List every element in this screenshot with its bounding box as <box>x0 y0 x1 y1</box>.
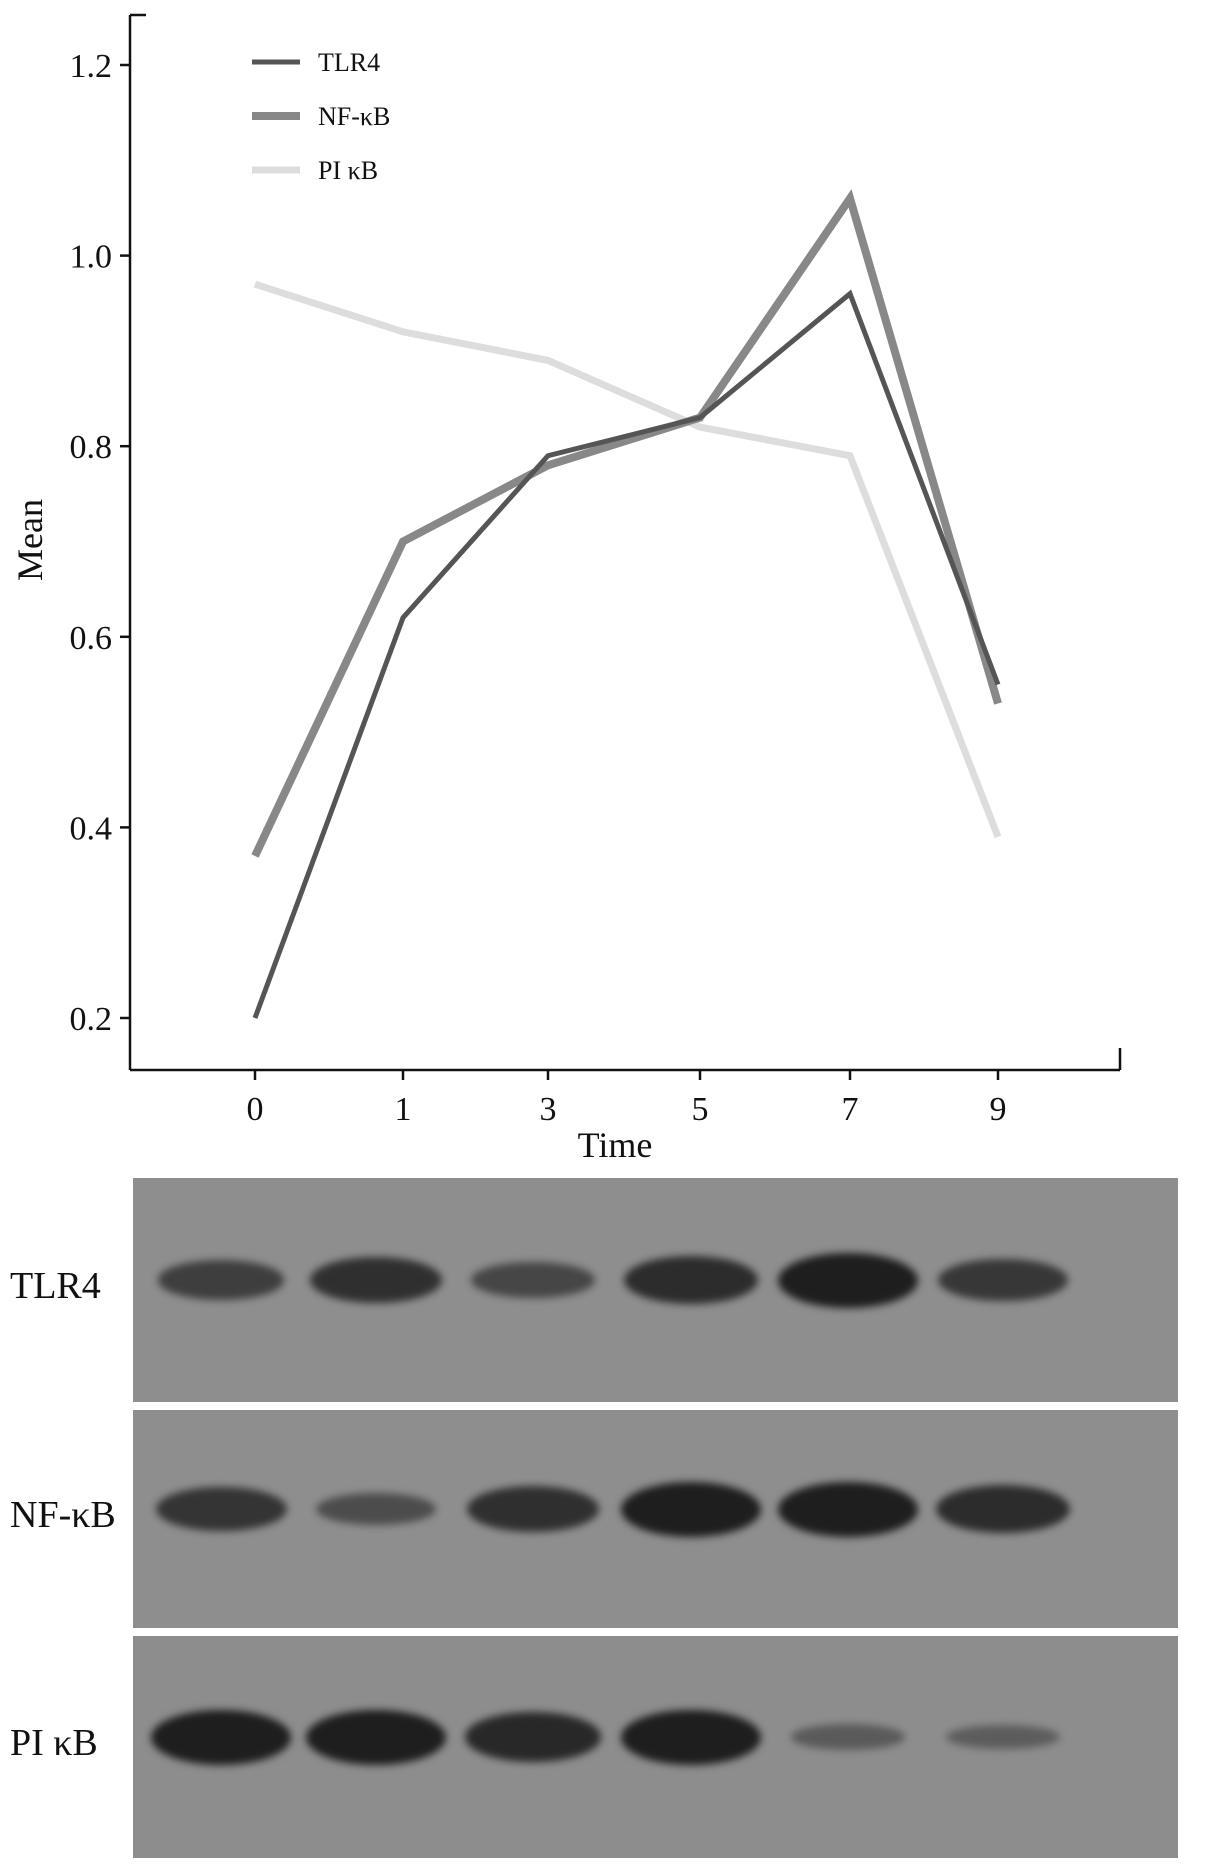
blot-band <box>624 1256 758 1304</box>
x-tick-label: 9 <box>990 1091 1007 1128</box>
legend-entry: PI κB <box>318 156 378 185</box>
x-tick-label: 5 <box>692 1091 709 1128</box>
blot-band <box>778 1481 918 1537</box>
blot-band <box>315 1492 437 1526</box>
blot-band <box>790 1724 906 1750</box>
x-axis-title: Time <box>578 1125 653 1165</box>
blot-band <box>936 1485 1070 1533</box>
blot-band <box>306 1709 446 1765</box>
blot-band <box>155 1486 287 1532</box>
blot-label: NF-κB <box>10 1494 116 1536</box>
chart-series <box>251 189 1002 1019</box>
chart-legend: TLR4 NF-κB PI κB <box>252 48 390 185</box>
y-tick-label: 0.6 <box>70 620 113 657</box>
x-tick-label: 0 <box>247 1091 264 1128</box>
blot-panel <box>133 1410 1178 1628</box>
legend-entry: TLR4 <box>318 48 380 77</box>
y-tick-label: 0.4 <box>70 810 113 847</box>
blot-band <box>465 1712 601 1762</box>
blot-label: TLR4 <box>10 1265 101 1307</box>
chart-axes: 0.2 0.4 0.6 0.8 1.0 1.2 0 1 3 5 7 9 <box>70 13 1122 1128</box>
legend-entry: NF-κB <box>318 102 390 131</box>
blot-band <box>151 1709 291 1765</box>
blot-band <box>309 1256 443 1304</box>
series-line <box>251 189 1002 858</box>
y-tick-label: 1.0 <box>70 239 113 276</box>
blot-panel <box>133 1636 1178 1858</box>
blot-band <box>466 1485 600 1533</box>
x-tick-label: 7 <box>842 1091 859 1128</box>
series-line <box>253 280 1002 839</box>
blot-band <box>157 1260 285 1300</box>
blot-band <box>471 1262 595 1298</box>
y-tick-label: 1.2 <box>70 48 113 85</box>
blot-panel <box>133 1178 1178 1402</box>
y-axis-title: Mean <box>10 499 50 581</box>
blot-band <box>778 1252 918 1308</box>
blot-band <box>621 1481 761 1537</box>
blot-label: PI κB <box>10 1722 98 1764</box>
x-tick-label: 1 <box>395 1091 412 1128</box>
y-tick-label: 0.2 <box>70 1001 113 1038</box>
blot-band <box>946 1724 1060 1750</box>
x-tick-label: 3 <box>540 1091 557 1128</box>
y-tick-label: 0.8 <box>70 429 113 466</box>
blot-band <box>938 1258 1068 1302</box>
series-line <box>252 289 1001 1019</box>
blot-band <box>621 1709 761 1765</box>
